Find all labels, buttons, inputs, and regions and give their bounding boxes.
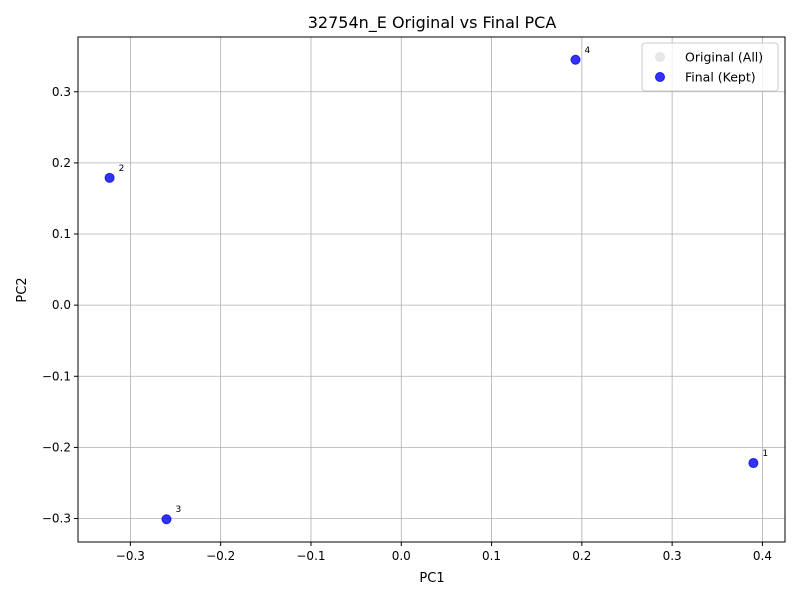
x-tick-label: −0.3 <box>116 549 145 563</box>
point-label: 1 <box>762 449 768 459</box>
y-axis-label: PC2 <box>15 277 30 302</box>
legend-marker <box>655 72 665 82</box>
grid-layer <box>78 37 785 542</box>
point-label: 3 <box>175 505 181 515</box>
x-axis-label: PC1 <box>419 571 444 586</box>
point-label: 4 <box>585 46 591 56</box>
point-label: 2 <box>119 164 125 174</box>
y-tick-label: 0.3 <box>52 85 71 99</box>
data-point <box>570 54 581 65</box>
legend-marker <box>655 52 665 62</box>
y-tick-label: −0.3 <box>42 512 71 526</box>
data-point <box>161 514 172 525</box>
x-tick-label: −0.1 <box>296 549 325 563</box>
legend-entry-label: Final (Kept) <box>685 70 756 85</box>
y-tick-label: 0.0 <box>52 298 71 312</box>
x-tick-label: 0.4 <box>753 549 772 563</box>
x-tick-label: 0.1 <box>482 549 501 563</box>
data-point <box>748 458 759 469</box>
y-tick-label: −0.2 <box>42 440 71 454</box>
ticks-layer: −0.3 −0.2 −0.1 0.0 0.1 0.2 0.3 0.4 −0.3 −0.2 −0.1 0… <box>42 85 772 563</box>
data-points-layer <box>104 54 759 525</box>
y-tick-label: 0.2 <box>52 156 71 170</box>
axes-frame <box>77 36 786 543</box>
chart-title: 32754n_E Original vs Final PCA <box>308 13 557 33</box>
x-tick-label: 0.2 <box>572 549 591 563</box>
x-tick-label: −0.2 <box>206 549 235 563</box>
point-labels-layer: 1 2 3 4 <box>119 46 769 515</box>
x-tick-label: 0.0 <box>392 549 411 563</box>
legend: Original (All) Final (Kept) <box>641 42 779 92</box>
y-tick-label: 0.1 <box>52 227 71 241</box>
data-point <box>104 172 115 183</box>
x-tick-label: 0.3 <box>663 549 682 563</box>
legend-box <box>641 42 779 92</box>
legend-entry-label: Original (All) <box>685 50 763 65</box>
y-tick-label: −0.1 <box>42 369 71 383</box>
